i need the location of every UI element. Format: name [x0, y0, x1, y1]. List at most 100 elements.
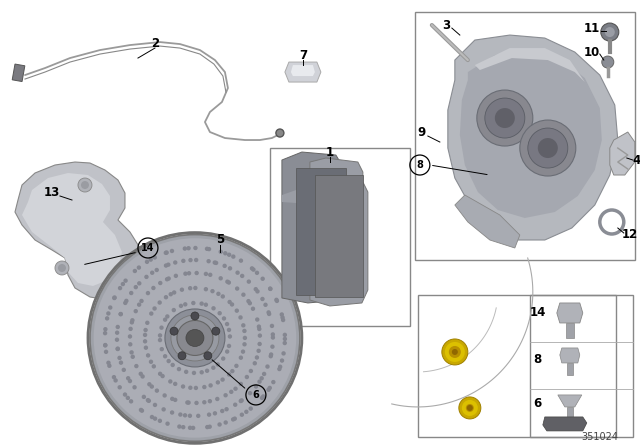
Circle shape — [200, 302, 204, 306]
Circle shape — [255, 317, 259, 322]
Circle shape — [178, 352, 186, 360]
Circle shape — [228, 266, 232, 271]
Circle shape — [207, 247, 211, 251]
Text: 6: 6 — [253, 390, 259, 400]
Polygon shape — [285, 62, 321, 82]
Circle shape — [267, 312, 271, 316]
Circle shape — [248, 406, 253, 411]
Circle shape — [216, 292, 221, 296]
Text: 14: 14 — [530, 306, 546, 319]
Circle shape — [221, 294, 225, 299]
Text: 6: 6 — [534, 397, 542, 410]
Circle shape — [218, 276, 223, 280]
Text: 14: 14 — [141, 243, 155, 253]
Circle shape — [108, 306, 113, 310]
Circle shape — [193, 246, 198, 250]
Circle shape — [231, 417, 236, 422]
Circle shape — [200, 370, 204, 375]
Circle shape — [218, 250, 223, 254]
Text: 12: 12 — [621, 228, 638, 241]
Circle shape — [186, 246, 191, 250]
Circle shape — [148, 360, 153, 364]
Circle shape — [220, 377, 225, 382]
Circle shape — [182, 246, 187, 251]
Circle shape — [138, 372, 143, 376]
Circle shape — [241, 323, 246, 327]
Circle shape — [158, 281, 163, 285]
Circle shape — [225, 407, 228, 411]
Circle shape — [179, 304, 183, 308]
Circle shape — [602, 56, 614, 68]
Circle shape — [235, 286, 239, 291]
Circle shape — [183, 271, 188, 276]
Text: 9: 9 — [418, 125, 426, 138]
Circle shape — [257, 324, 261, 329]
Circle shape — [266, 388, 271, 392]
Polygon shape — [282, 152, 345, 303]
Circle shape — [227, 327, 231, 332]
Circle shape — [119, 361, 123, 365]
Circle shape — [105, 316, 109, 321]
Circle shape — [103, 343, 108, 347]
Circle shape — [227, 372, 231, 377]
Circle shape — [163, 318, 167, 322]
Circle shape — [128, 334, 132, 339]
Circle shape — [271, 335, 275, 340]
Circle shape — [211, 289, 214, 293]
Text: 5: 5 — [216, 233, 224, 246]
Circle shape — [234, 387, 237, 391]
Circle shape — [259, 376, 264, 380]
Circle shape — [265, 364, 269, 369]
Circle shape — [144, 345, 148, 350]
Circle shape — [242, 329, 246, 333]
Circle shape — [255, 289, 260, 293]
Circle shape — [158, 333, 162, 338]
Circle shape — [166, 263, 170, 267]
Circle shape — [154, 268, 159, 272]
Polygon shape — [557, 303, 583, 323]
Circle shape — [170, 249, 174, 253]
Circle shape — [129, 327, 132, 331]
Circle shape — [170, 396, 175, 401]
Circle shape — [258, 333, 262, 338]
Circle shape — [128, 342, 132, 347]
Circle shape — [141, 395, 146, 399]
Circle shape — [134, 364, 138, 368]
Circle shape — [275, 299, 279, 303]
Polygon shape — [22, 173, 122, 286]
Text: 2: 2 — [151, 37, 159, 50]
Circle shape — [221, 357, 225, 361]
Circle shape — [151, 286, 156, 290]
Polygon shape — [291, 65, 315, 76]
Circle shape — [268, 287, 273, 291]
Polygon shape — [15, 162, 143, 300]
Circle shape — [191, 301, 196, 305]
Circle shape — [222, 316, 226, 321]
Circle shape — [271, 332, 275, 336]
Text: 8: 8 — [417, 160, 423, 170]
Circle shape — [212, 411, 217, 416]
Circle shape — [255, 271, 259, 275]
Circle shape — [106, 361, 111, 365]
Circle shape — [220, 409, 225, 413]
Circle shape — [196, 414, 200, 418]
Circle shape — [212, 260, 217, 265]
Circle shape — [137, 302, 141, 307]
Circle shape — [152, 364, 156, 369]
Circle shape — [269, 354, 273, 358]
Circle shape — [165, 314, 170, 319]
Circle shape — [107, 364, 111, 368]
Polygon shape — [558, 395, 582, 407]
Circle shape — [216, 362, 220, 366]
Circle shape — [270, 324, 274, 328]
Circle shape — [130, 320, 134, 324]
Bar — [12, 64, 25, 82]
Circle shape — [172, 308, 176, 312]
Circle shape — [181, 258, 186, 263]
Circle shape — [467, 405, 473, 411]
Circle shape — [283, 337, 287, 341]
Circle shape — [187, 271, 191, 276]
Circle shape — [112, 375, 116, 379]
Circle shape — [128, 379, 132, 383]
Circle shape — [257, 349, 261, 353]
